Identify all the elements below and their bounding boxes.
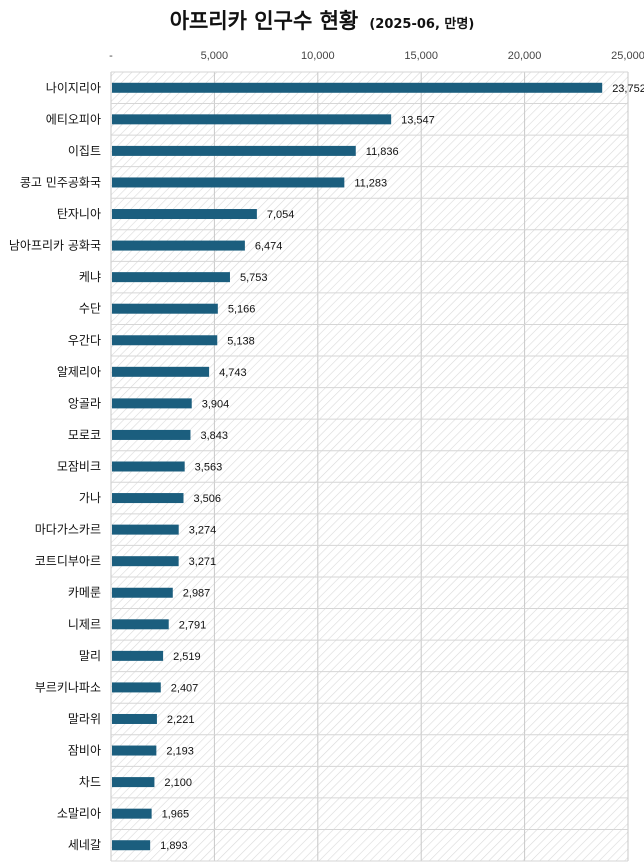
data-label: 11,836 [366,146,399,158]
bar [112,650,164,661]
data-label: 6,474 [255,241,283,253]
bar [112,82,603,93]
data-label: 3,904 [202,398,230,410]
category-label: 콩고 민주공화국 [20,175,101,189]
category-label: 이집트 [68,144,101,158]
data-label: 11,283 [354,177,387,189]
bar [112,177,345,188]
x-tick-label: 15,000 [404,50,438,62]
chart-subtitle: (2025-06, 만명) [369,16,474,32]
bar [112,209,257,220]
bar [112,587,173,598]
category-label: 니제르 [68,617,101,631]
bar [112,398,192,409]
bar [112,493,184,504]
data-label: 2,193 [166,746,194,758]
category-label: 앙골라 [68,396,101,410]
category-label: 말리 [79,649,101,663]
category-label: 가나 [79,491,101,505]
data-label: 5,138 [227,335,255,347]
bar [112,808,152,819]
data-label: 1,965 [162,809,190,821]
category-label: 코트디부아르 [35,554,101,568]
category-label: 에티오피아 [46,112,101,126]
data-label: 2,100 [164,777,192,789]
bars [112,82,603,851]
plot-area [111,72,628,861]
bar [112,272,230,283]
chart-title-main: 아프리카 인구수 현황 [170,9,359,33]
bar [112,682,161,693]
category-label: 소말리아 [57,807,101,821]
data-label: 2,221 [167,714,195,726]
bar [112,713,157,724]
category-label: 탄자니아 [57,207,101,221]
data-label: 3,843 [200,430,228,442]
data-labels: 23,752 13,547 11,836 11,283 7,054 6,474 5,753 5… [160,83,644,852]
data-label: 2,987 [183,588,211,600]
bar [112,745,157,756]
data-label: 13,547 [401,114,435,126]
category-label: 차드 [79,775,101,789]
data-label: 7,054 [267,209,295,221]
category-label: 케냐 [79,270,101,284]
bar [112,240,245,251]
category-label: 잠비아 [68,744,101,758]
bar [112,114,392,125]
x-tick-label: - [109,50,113,62]
grid-lines [110,71,629,862]
x-tick-label: 20,000 [508,50,542,62]
bar [112,556,179,567]
bar [112,777,155,788]
category-label: 말라위 [68,712,101,726]
x-tick-label: 5,000 [201,50,229,62]
data-label: 5,166 [228,304,256,316]
data-label: 5,753 [240,272,268,284]
category-label: 수단 [79,302,101,316]
bar [112,145,356,156]
bar [112,335,218,346]
data-label: 4,743 [219,367,247,379]
bar [112,303,218,314]
category-label: 마다가스카르 [35,523,101,537]
category-label: 세네갈 [68,838,101,852]
x-tick-label: 25,000 [611,50,644,62]
category-label: 모잠비크 [57,460,101,474]
x-tick-label: 10,000 [301,50,335,62]
data-label: 3,274 [189,525,217,537]
category-label: 남아프리카 공화국 [9,239,101,253]
data-label: 2,407 [171,682,199,694]
category-label: 우간다 [68,333,101,347]
category-label: 알제리아 [57,365,101,379]
category-label: 모로코 [68,428,101,442]
bar [112,366,210,377]
data-label: 2,791 [179,619,207,631]
bar [112,461,185,472]
data-label: 1,893 [160,840,188,852]
bar [112,524,179,535]
bar [112,619,169,630]
category-label: 카메룬 [68,586,101,600]
data-label: 23,752 [612,83,644,95]
category-label: 나이지리아 [46,81,101,95]
data-label: 3,563 [195,462,223,474]
chart-title: 아프리카 인구수 현황 (2025-06, 만명) [170,9,475,33]
bar [112,840,151,851]
data-label: 2,519 [173,651,201,663]
data-label: 3,506 [194,493,222,505]
x-axis: - 5,000 10,000 15,000 20,000 25,000 [109,50,644,62]
category-label: 부르키나파소 [35,680,101,694]
data-label: 3,271 [189,556,217,568]
bar [112,429,191,440]
